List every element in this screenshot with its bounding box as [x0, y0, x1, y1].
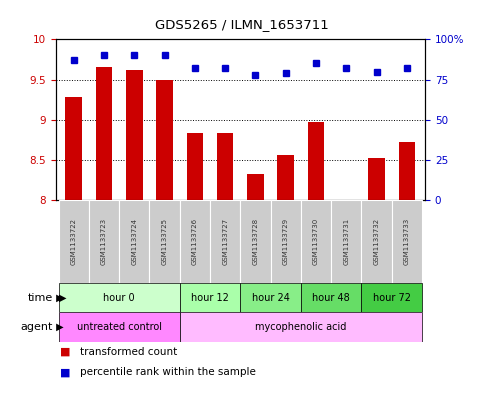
Text: GSM1133727: GSM1133727: [222, 218, 228, 265]
Text: hour 0: hour 0: [103, 293, 135, 303]
Bar: [58, 312, 180, 342]
Text: time: time: [28, 293, 53, 303]
Text: transformed count: transformed count: [80, 347, 177, 357]
Bar: [277, 154, 294, 200]
Text: GSM1133722: GSM1133722: [71, 218, 77, 265]
Bar: [180, 200, 210, 283]
Bar: [126, 70, 142, 200]
Text: GSM1133729: GSM1133729: [283, 218, 289, 265]
Bar: [58, 200, 89, 283]
Text: agent: agent: [21, 322, 53, 332]
Text: ▶: ▶: [59, 293, 67, 303]
Bar: [301, 200, 331, 283]
Bar: [149, 200, 180, 283]
Text: untreated control: untreated control: [77, 322, 162, 332]
Bar: [180, 312, 422, 342]
Text: hour 12: hour 12: [191, 293, 229, 303]
Bar: [58, 283, 180, 312]
Text: percentile rank within the sample: percentile rank within the sample: [80, 367, 256, 377]
Bar: [180, 283, 241, 312]
Text: GSM1133725: GSM1133725: [162, 218, 168, 265]
Text: GSM1133731: GSM1133731: [343, 218, 349, 265]
Bar: [308, 122, 325, 200]
Bar: [361, 200, 392, 283]
Bar: [241, 283, 301, 312]
Text: GSM1133726: GSM1133726: [192, 218, 198, 265]
Bar: [270, 200, 301, 283]
Bar: [247, 174, 264, 200]
Bar: [331, 200, 361, 283]
Text: GSM1133730: GSM1133730: [313, 218, 319, 265]
Text: ■: ■: [60, 367, 71, 377]
Text: hour 72: hour 72: [373, 293, 411, 303]
Text: mycophenolic acid: mycophenolic acid: [255, 322, 347, 332]
Text: GSM1133724: GSM1133724: [131, 218, 137, 265]
Bar: [65, 97, 82, 200]
Text: GSM1133733: GSM1133733: [404, 218, 410, 265]
Text: GDS5265 / ILMN_1653711: GDS5265 / ILMN_1653711: [155, 18, 328, 31]
Bar: [186, 133, 203, 200]
Text: ▶: ▶: [53, 293, 64, 303]
Bar: [156, 79, 173, 200]
Bar: [368, 158, 385, 200]
Bar: [361, 283, 422, 312]
Bar: [89, 200, 119, 283]
Bar: [119, 200, 149, 283]
Text: hour 24: hour 24: [252, 293, 289, 303]
Text: GSM1133728: GSM1133728: [253, 218, 258, 265]
Bar: [96, 68, 113, 200]
Bar: [392, 200, 422, 283]
Bar: [210, 200, 241, 283]
Bar: [241, 200, 270, 283]
Text: hour 48: hour 48: [313, 293, 350, 303]
Text: ▶: ▶: [53, 322, 64, 332]
Bar: [398, 142, 415, 200]
Bar: [217, 133, 233, 200]
Text: ■: ■: [60, 347, 71, 357]
Bar: [301, 283, 361, 312]
Text: GSM1133723: GSM1133723: [101, 218, 107, 265]
Text: GSM1133732: GSM1133732: [373, 218, 380, 265]
